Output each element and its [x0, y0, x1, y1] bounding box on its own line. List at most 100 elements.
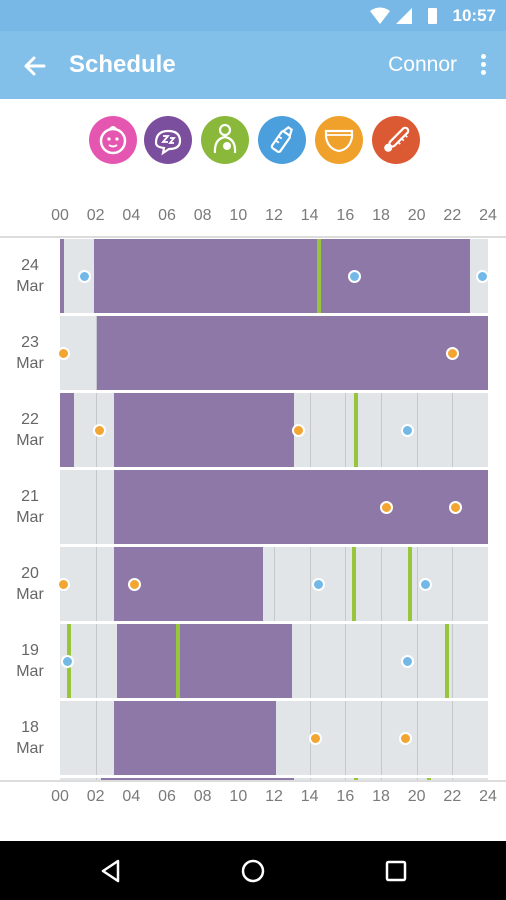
hour-gridline	[416, 778, 418, 780]
hour-gridline	[309, 778, 311, 780]
nursing-marker[interactable]	[444, 624, 449, 698]
hour-tick-label: 12	[265, 788, 283, 805]
sleep-block[interactable]	[101, 778, 294, 780]
sleep-block[interactable]	[60, 393, 75, 467]
diaper-event-dot[interactable]	[292, 424, 306, 437]
day-row[interactable]: 19 Mar	[0, 624, 506, 698]
day-track[interactable]	[60, 393, 488, 467]
nursing-marker[interactable]	[427, 778, 432, 780]
sleep-block[interactable]	[113, 470, 488, 544]
baby-face-filter[interactable]	[88, 115, 138, 165]
thermometer-filter[interactable]	[371, 115, 421, 165]
thermometer-icon	[372, 116, 420, 164]
hour-gridline	[381, 701, 382, 775]
bottle-event-dot[interactable]	[78, 270, 92, 283]
day-track[interactable]	[60, 624, 488, 698]
day-track[interactable]	[60, 239, 490, 313]
nursing-marker[interactable]	[407, 547, 412, 621]
hour-tick-label: 06	[158, 788, 176, 805]
bottle-event-dot[interactable]	[312, 578, 326, 591]
hour-gridline	[345, 701, 347, 775]
diaper-event-dot[interactable]	[92, 424, 106, 437]
hour-gridline	[95, 316, 97, 390]
bottle-event-dot[interactable]	[60, 655, 74, 668]
day-track[interactable]	[60, 470, 488, 544]
hour-tick-label: 10	[229, 788, 248, 805]
sleep-block[interactable]	[97, 316, 488, 390]
hour-gridline	[95, 701, 97, 775]
day-date-label: 24 Mar	[0, 255, 60, 297]
diaper-event-dot[interactable]	[445, 347, 459, 360]
day-row[interactable]: 18 Mar	[0, 701, 506, 775]
diaper-event-dot[interactable]	[57, 578, 71, 591]
nursing-marker[interactable]	[352, 547, 357, 621]
back-arrow-icon[interactable]	[18, 49, 52, 83]
wifi-icon	[370, 7, 390, 24]
bottle-event-dot[interactable]	[347, 270, 361, 283]
hour-tick-label: 16	[336, 207, 355, 224]
nav-recents-icon[interactable]	[381, 856, 411, 886]
sleep-block[interactable]	[117, 624, 292, 698]
hour-tick-label: 16	[336, 788, 355, 805]
nursing-marker[interactable]	[316, 239, 321, 313]
day-track[interactable]	[57, 547, 488, 621]
day-track[interactable]	[60, 778, 488, 780]
hour-tick-label: 14	[300, 788, 319, 805]
hour-tick-label: 24	[479, 207, 497, 224]
nursing-marker[interactable]	[354, 778, 359, 780]
schedule-timeline[interactable]: 24 Mar 23 Mar 22 Mar 21 Mar 20 Mar 19 Mar 18 Mar	[0, 239, 506, 780]
nursing-marker[interactable]	[175, 624, 180, 698]
day-number: 18	[21, 719, 39, 736]
nursing-marker[interactable]	[354, 393, 359, 467]
day-row[interactable]: 23 Mar	[0, 316, 506, 390]
diaper-event-dot[interactable]	[379, 501, 393, 514]
diaper-event-dot[interactable]	[57, 347, 71, 360]
hour-tick-label: 02	[86, 788, 105, 805]
overflow-menu-icon[interactable]	[476, 51, 490, 81]
sleep-block[interactable]	[93, 239, 471, 313]
status-bar: 10:57	[0, 0, 506, 31]
hour-gridline	[381, 547, 382, 621]
diaper-event-dot[interactable]	[128, 578, 142, 591]
day-number: 20	[21, 565, 39, 582]
day-row[interactable]: 21 Mar	[0, 470, 506, 544]
hour-tick-label: 22	[443, 788, 462, 805]
diaper-icon	[315, 116, 363, 164]
nav-home-icon[interactable]	[238, 856, 268, 886]
day-date-label: 18 Mar	[0, 717, 60, 759]
sleep-block[interactable]	[113, 701, 276, 775]
diaper-filter[interactable]	[314, 115, 364, 165]
nav-back-icon[interactable]	[96, 856, 126, 886]
bottle-event-dot[interactable]	[419, 578, 433, 591]
nursing-icon	[201, 116, 249, 164]
day-row[interactable]	[0, 778, 506, 780]
bottle-event-dot[interactable]	[476, 270, 490, 283]
day-date-label: 19 Mar	[0, 640, 60, 682]
diaper-event-dot[interactable]	[449, 501, 463, 514]
hour-tick-label: 20	[407, 788, 426, 805]
hour-gridline	[95, 470, 97, 544]
bottle-event-dot[interactable]	[401, 424, 415, 437]
hour-gridline	[309, 547, 311, 621]
hour-gridline	[95, 624, 97, 698]
sleep-filter[interactable]	[143, 115, 193, 165]
diaper-event-dot[interactable]	[399, 732, 413, 745]
user-selector[interactable]: Connor	[388, 53, 457, 76]
diaper-event-dot[interactable]	[308, 732, 322, 745]
day-month: Mar	[16, 509, 44, 526]
app-bar: Schedule Connor	[0, 31, 506, 99]
sleep-block[interactable]	[60, 239, 64, 313]
nursing-filter[interactable]	[200, 115, 250, 165]
sleep-block[interactable]	[113, 393, 294, 467]
bottle-filter[interactable]	[257, 115, 307, 165]
axis-divider-top	[0, 236, 506, 238]
bottle-event-dot[interactable]	[401, 655, 415, 668]
hour-gridline	[381, 393, 382, 467]
day-row[interactable]: 24 Mar	[0, 239, 506, 313]
hour-axis-top: 00 02 04 06 08 10 12 14 16 18 20 22 24	[0, 207, 506, 231]
day-row[interactable]: 22 Mar	[0, 393, 506, 467]
status-time: 10:57	[452, 6, 496, 25]
day-track[interactable]	[60, 701, 488, 775]
day-track[interactable]	[57, 316, 488, 390]
day-row[interactable]: 20 Mar	[0, 547, 506, 621]
